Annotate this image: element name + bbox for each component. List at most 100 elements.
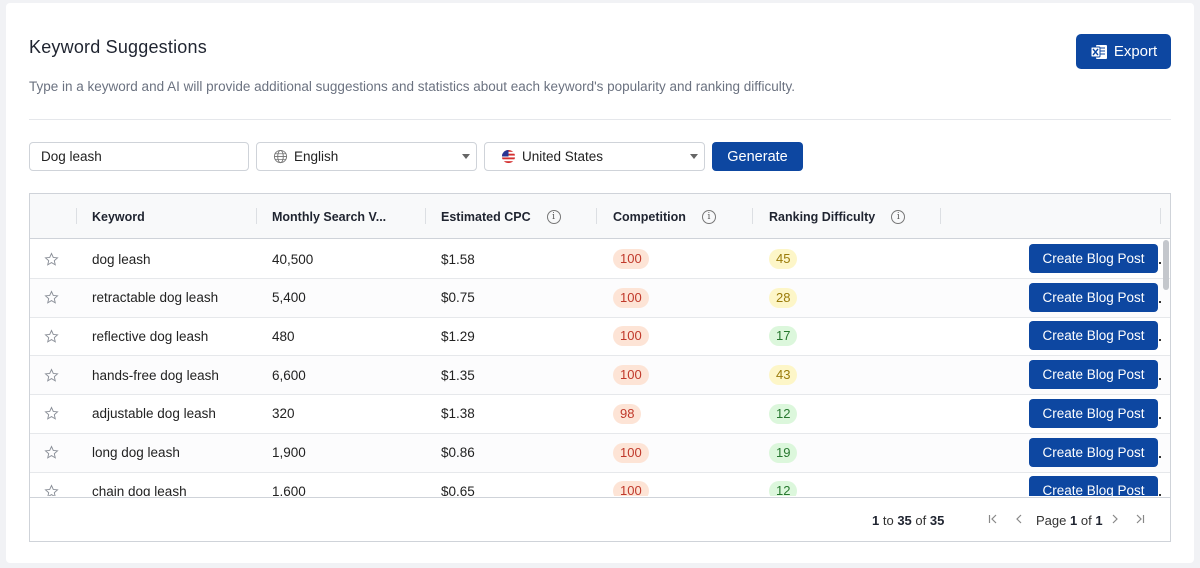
competition-cell: 100 xyxy=(613,356,649,394)
column-header-keyword[interactable]: Keyword xyxy=(92,209,145,224)
scroll-thumb[interactable] xyxy=(1163,240,1169,290)
keyword-cell: hands-free dog leash xyxy=(92,367,219,383)
cpc-cell: $1.58 xyxy=(441,251,475,267)
column-header-difficulty[interactable]: Ranking Difficulty i xyxy=(769,194,906,239)
overflow-dot xyxy=(1159,416,1161,419)
language-select[interactable]: English xyxy=(256,142,477,171)
star-outline-icon[interactable] xyxy=(44,484,59,496)
column-separator[interactable] xyxy=(940,208,941,224)
export-label: Export xyxy=(1113,43,1158,60)
us-flag-icon xyxy=(501,149,516,164)
column-separator[interactable] xyxy=(1160,208,1161,224)
create-blog-post-button[interactable]: Create Blog Post xyxy=(1029,321,1158,351)
competition-badge: 100 xyxy=(613,326,649,347)
create-blog-post-button[interactable]: Create Blog Post xyxy=(1029,476,1158,496)
column-separator[interactable] xyxy=(425,208,426,224)
info-icon[interactable]: i xyxy=(701,209,716,224)
competition-cell: 100 xyxy=(613,472,649,496)
create-blog-post-button[interactable]: Create Blog Post xyxy=(1029,360,1158,390)
column-header-competition[interactable]: Competition i xyxy=(613,194,716,239)
country-select[interactable]: United States xyxy=(484,142,705,171)
volume-cell: 6,600 xyxy=(272,367,306,383)
favorite-star[interactable] xyxy=(44,472,60,496)
volume-cell: 320 xyxy=(272,406,295,422)
star-outline-icon[interactable] xyxy=(44,445,59,460)
favorite-star[interactable] xyxy=(44,434,60,472)
star-outline-icon[interactable] xyxy=(44,329,59,344)
previous-page-icon[interactable] xyxy=(1011,510,1027,528)
star-outline-icon[interactable] xyxy=(44,367,59,383)
keyword-cell: retractable dog leash xyxy=(92,290,219,306)
difficulty-cell: 28 xyxy=(769,279,798,317)
column-header-cpc[interactable]: Estimated CPC i xyxy=(441,194,561,239)
competition-badge: 98 xyxy=(613,403,642,424)
cpc-cell: $0.86 xyxy=(441,445,475,460)
overflow-dot xyxy=(1159,300,1161,303)
difficulty-cell: 17 xyxy=(769,317,798,355)
favorite-star[interactable] xyxy=(44,395,60,433)
difficulty-badge: 17 xyxy=(769,326,798,347)
competition-badge: 100 xyxy=(613,442,649,463)
difficulty-cell: 12 xyxy=(769,395,798,433)
divider xyxy=(29,119,1171,120)
competition-cell: 100 xyxy=(613,434,649,472)
pagination-summary: 1 to 35 of 35 xyxy=(872,513,945,528)
keyword-cell: adjustable dog leash xyxy=(92,406,216,422)
competition-badge: 100 xyxy=(613,481,649,496)
create-blog-post-button[interactable]: Create Blog Post xyxy=(1029,244,1158,273)
favorite-star[interactable] xyxy=(44,240,60,278)
competition-badge: 100 xyxy=(613,287,649,308)
table-row: retractable dog leash 5,400 $0.75 100 28 Crea… xyxy=(30,278,1170,318)
generate-button[interactable]: Generate xyxy=(712,142,803,171)
info-icon[interactable]: i xyxy=(546,209,561,224)
difficulty-badge: 12 xyxy=(769,481,798,496)
column-separator[interactable] xyxy=(752,208,753,224)
star-outline-icon[interactable] xyxy=(44,251,59,267)
star-outline-icon[interactable] xyxy=(44,406,59,421)
create-blog-post-button[interactable]: Create Blog Post xyxy=(1029,282,1158,312)
competition-cell: 100 xyxy=(613,317,649,355)
keyword-input[interactable]: Dog leash xyxy=(29,142,249,171)
column-separator[interactable] xyxy=(596,208,597,224)
chevron-down-icon xyxy=(690,154,698,159)
column-separator[interactable] xyxy=(76,208,77,224)
pagination-bar: 1 to 35 of 35 Page 1 of 1 xyxy=(30,497,1170,541)
volume-cell: 480 xyxy=(272,328,295,344)
next-page-icon[interactable] xyxy=(1107,510,1123,528)
volume-cell: 5,400 xyxy=(272,290,306,306)
overflow-dot xyxy=(1159,339,1161,342)
page-indicator: Page 1 of 1 xyxy=(1036,513,1103,528)
export-button[interactable]: Export xyxy=(1076,34,1171,69)
favorite-star[interactable] xyxy=(44,279,60,317)
cpc-cell: $1.35 xyxy=(441,367,475,383)
chevron-down-icon xyxy=(462,154,470,159)
table-row: hands-free dog leash 6,600 $1.35 100 43 Creat… xyxy=(30,356,1170,396)
star-outline-icon[interactable] xyxy=(44,290,59,305)
difficulty-badge: 43 xyxy=(769,365,798,386)
competition-cell: 100 xyxy=(613,240,649,278)
difficulty-cell: 43 xyxy=(769,356,798,394)
overflow-dot xyxy=(1159,494,1161,496)
competition-cell: 98 xyxy=(613,395,642,433)
keyword-input-value: Dog leash xyxy=(41,149,102,164)
create-blog-post-button[interactable]: Create Blog Post xyxy=(1029,437,1158,467)
table-row: adjustable dog leash 320 $1.38 98 12 Create B… xyxy=(30,395,1170,434)
keyword-table: Keyword Monthly Search V... Estimated CP… xyxy=(29,193,1171,542)
last-page-icon[interactable] xyxy=(1132,510,1148,528)
favorite-star[interactable] xyxy=(44,356,60,394)
competition-badge: 100 xyxy=(613,365,649,386)
overflow-dot xyxy=(1159,378,1161,381)
first-page-icon[interactable] xyxy=(985,510,1001,528)
column-separator[interactable] xyxy=(256,208,257,224)
difficulty-cell: 19 xyxy=(769,434,798,472)
page-title: Keyword Suggestions xyxy=(29,37,207,57)
country-value: United States xyxy=(522,149,604,164)
vertical-scrollbar[interactable] xyxy=(1163,240,1169,496)
cpc-cell: $0.75 xyxy=(441,290,475,306)
favorite-star[interactable] xyxy=(44,317,60,355)
create-blog-post-button[interactable]: Create Blog Post xyxy=(1029,398,1158,428)
difficulty-cell: 12 xyxy=(769,472,798,496)
column-header-volume[interactable]: Monthly Search V... xyxy=(272,209,387,224)
cpc-cell: $1.29 xyxy=(441,328,475,344)
info-icon[interactable]: i xyxy=(891,209,906,224)
